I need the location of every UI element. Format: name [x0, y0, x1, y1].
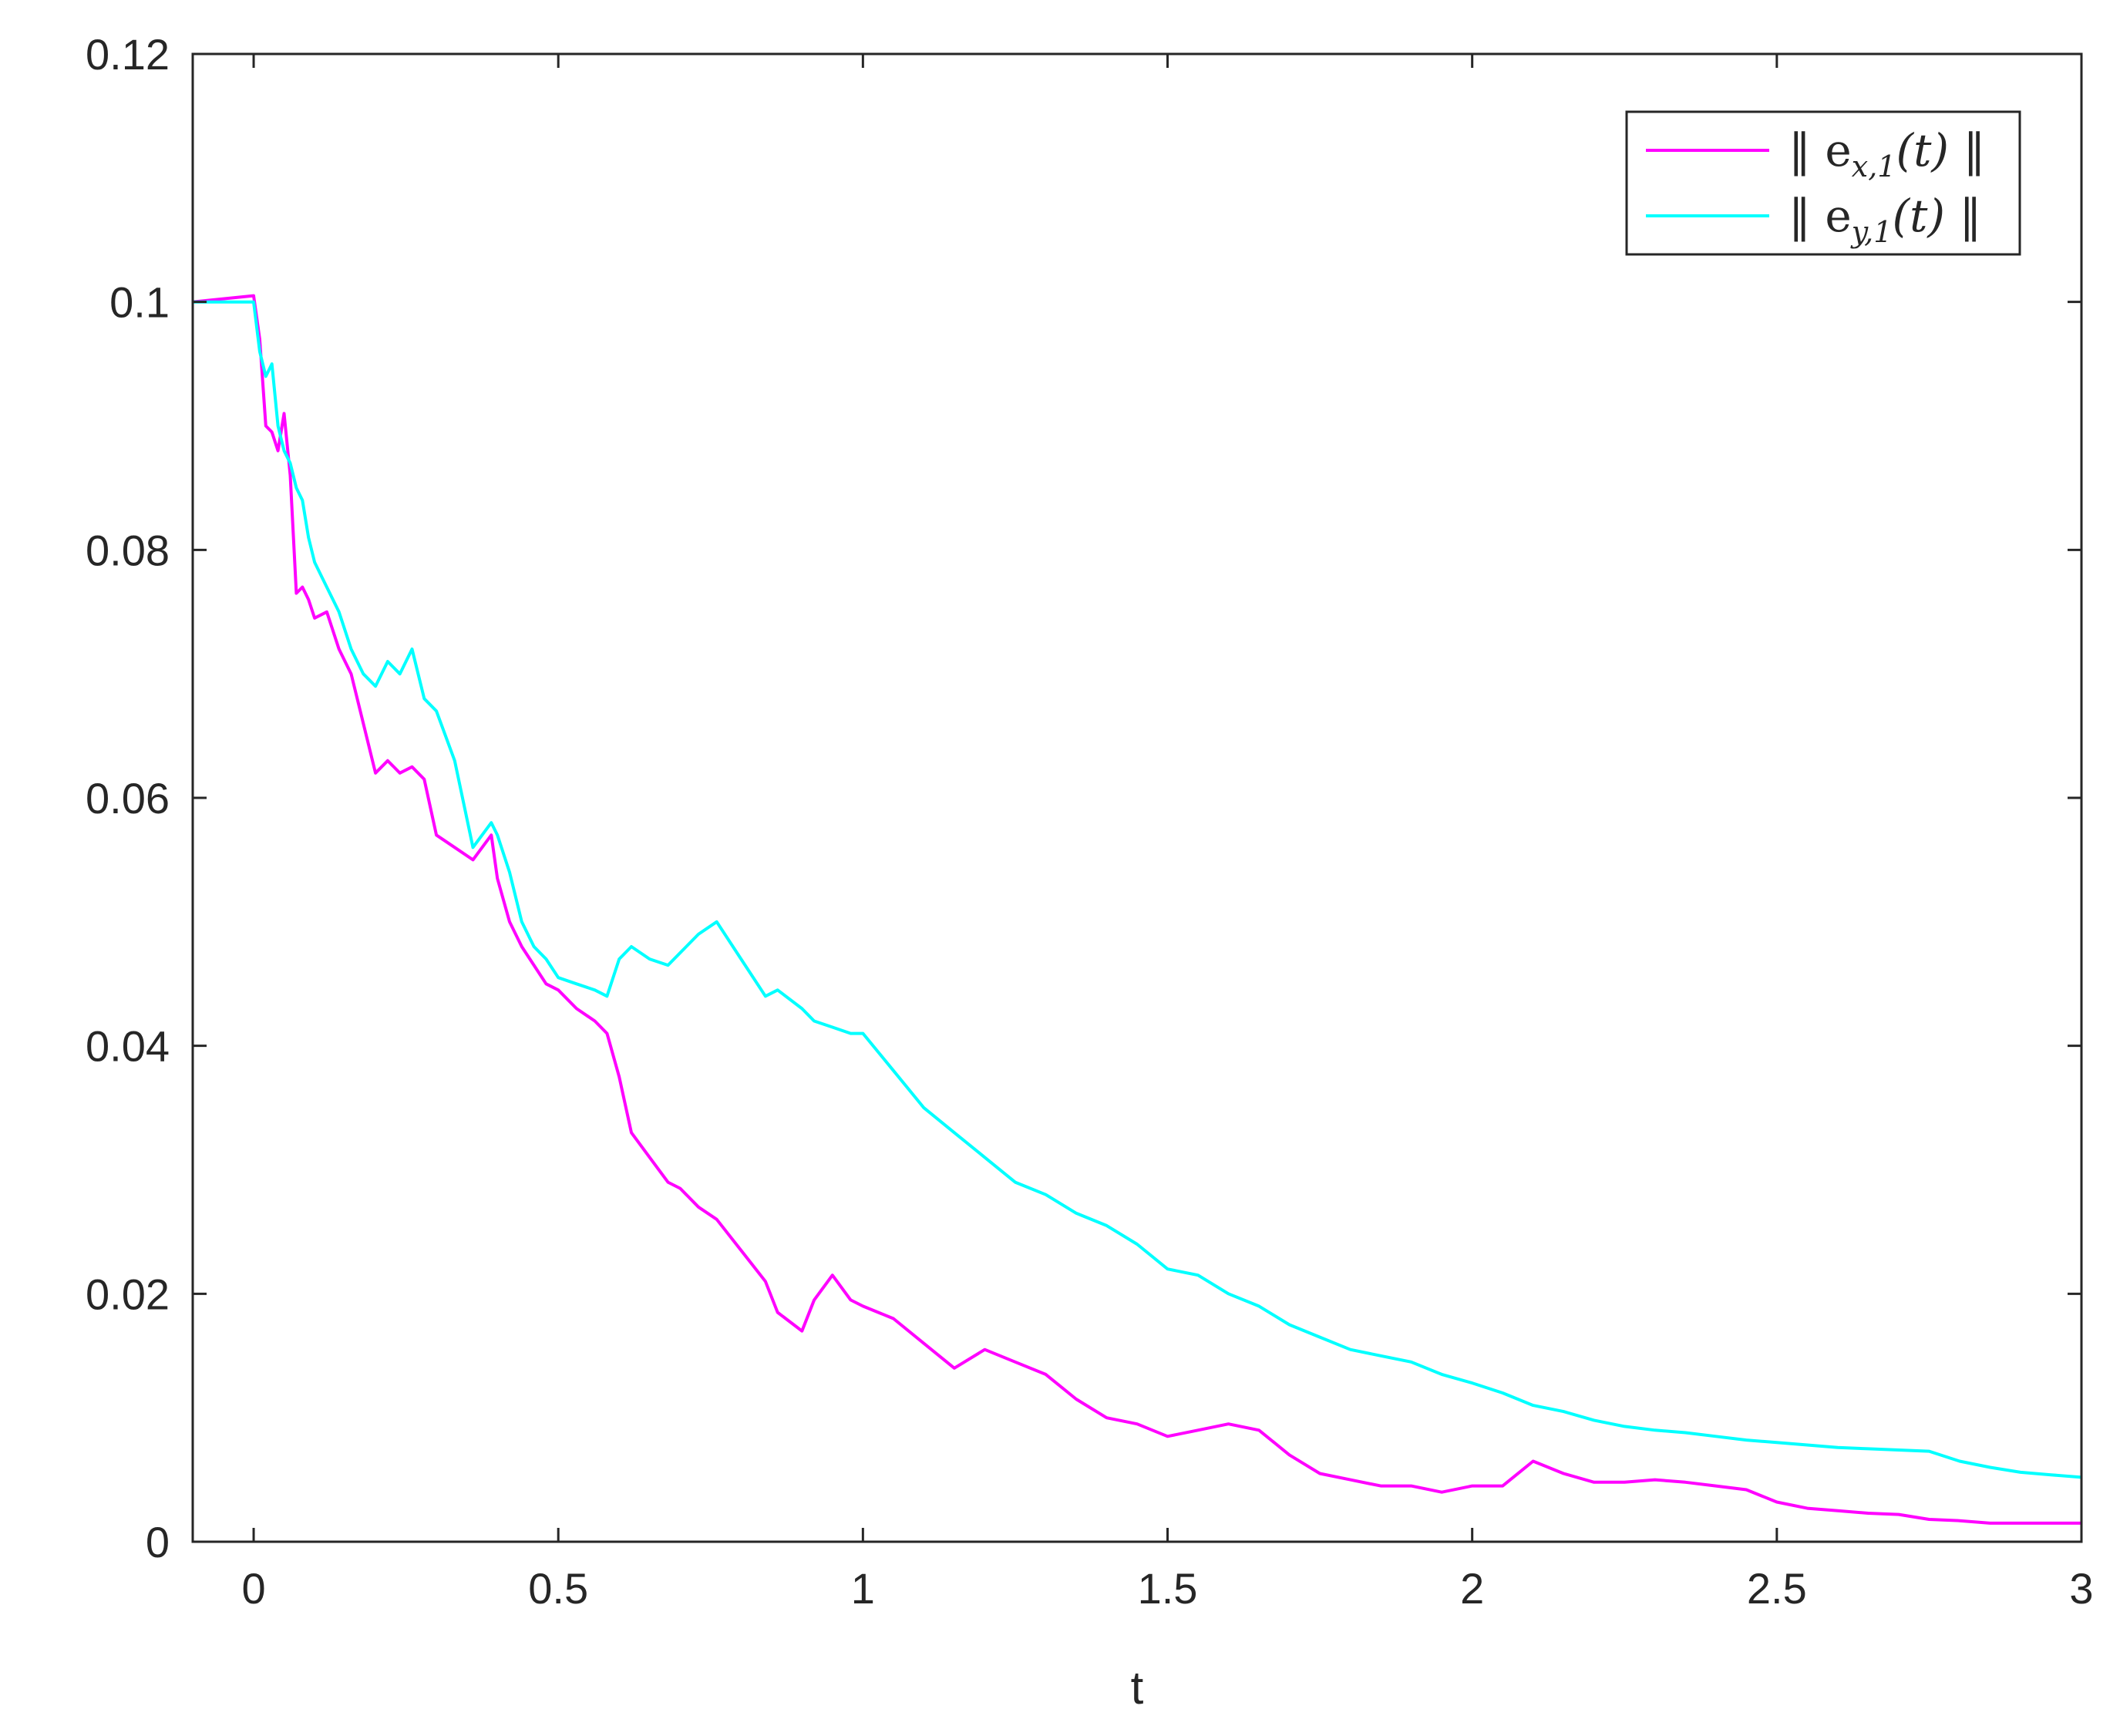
x-tick-label: 0.5 — [528, 1564, 588, 1613]
legend-label-2: ‖ ey,1(t) ‖ — [1789, 190, 1981, 249]
tick-layer: 0 0.5 1 1.5 2 2.5 3 0 0.02 0.04 0.06 0.08 0.1 0.12 — [86, 30, 2094, 1613]
x-tick-label: 1 — [851, 1564, 875, 1613]
y-tick-label: 0.12 — [86, 30, 170, 79]
series-layer — [192, 294, 2082, 1525]
y-tick-label: 0.04 — [86, 1022, 170, 1071]
legend-label-pre: ‖ e — [1789, 190, 1852, 242]
series-line-2 — [193, 300, 2082, 1479]
x-tick-label: 2.5 — [1747, 1564, 1807, 1613]
x-axis-label: t — [1131, 1662, 1144, 1714]
y-tick-label: 0.02 — [86, 1270, 170, 1318]
legend: ‖ ex,1(t) ‖‖ ey,1(t) ‖ — [1625, 110, 2021, 256]
legend-box — [1625, 110, 2021, 256]
x-tick-label: 2 — [1460, 1564, 1484, 1613]
series-line-1 — [192, 294, 2081, 1525]
y-tick-label: 0.06 — [86, 774, 170, 823]
legend-label-post: (t) ‖ — [1896, 124, 1985, 177]
legend-label-post: (t) ‖ — [1892, 190, 1981, 242]
y-tick-label: 0.1 — [109, 278, 170, 327]
x-tick-label: 0 — [241, 1564, 265, 1613]
x-tick-label: 3 — [2069, 1564, 2093, 1613]
y-tick-label: 0.08 — [86, 526, 170, 574]
legend-label-1: ‖ ex,1(t) ‖ — [1789, 124, 1985, 183]
y-tick-label: 0 — [146, 1518, 170, 1566]
legend-label-sub: x,1 — [1852, 150, 1896, 183]
x-tick-label: 1.5 — [1138, 1564, 1198, 1613]
legend-label-sub: y,1 — [1850, 215, 1893, 249]
legend-label-pre: ‖ e — [1789, 124, 1852, 177]
